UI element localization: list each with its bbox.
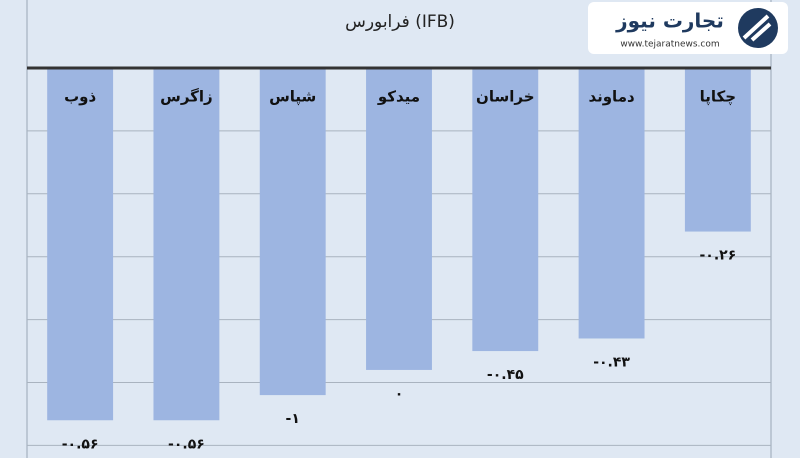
- logo: تجارت نیوز www.tejaratnews.com: [588, 2, 788, 54]
- value-label: -۱: [286, 411, 300, 427]
- chart-title: فرابورس (IFB): [345, 12, 455, 32]
- value-label: ۰: [395, 386, 404, 402]
- value-label: -۰.۵۶: [168, 436, 205, 452]
- logo-url: www.tejaratnews.com: [620, 40, 719, 50]
- bar: [578, 68, 645, 339]
- category-label: ذوب: [64, 88, 96, 106]
- category-label: خراسان: [476, 88, 534, 106]
- value-label: -۰.۴۳: [593, 354, 630, 370]
- bar: [47, 68, 114, 421]
- logo-icon: [738, 8, 778, 48]
- value-label: -۰.۴۵: [487, 367, 524, 383]
- value-label: -۰.۵۶: [62, 436, 99, 452]
- category-label: زاگرس: [160, 88, 213, 106]
- bar: [366, 68, 432, 370]
- logo-box: [588, 2, 788, 54]
- bar: [472, 68, 539, 352]
- category-label: میدکو: [377, 88, 420, 106]
- category-label: دماوند: [588, 88, 635, 106]
- logo-mark: [742, 14, 772, 42]
- bar: [153, 68, 220, 421]
- logo-name: تجارت نیوز: [615, 9, 724, 33]
- bar: [259, 68, 326, 396]
- category-label: شپاس: [269, 88, 316, 107]
- category-label: چکاپا: [700, 88, 736, 107]
- bar: [684, 68, 751, 232]
- value-label: -۰.۲۶: [699, 248, 736, 264]
